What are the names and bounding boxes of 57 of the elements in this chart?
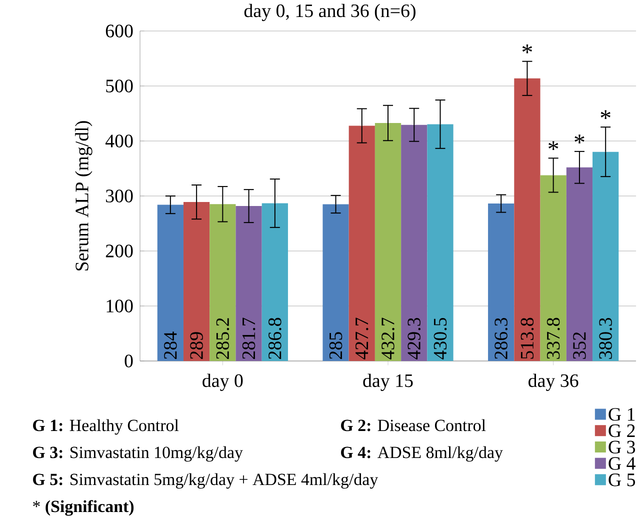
bar xyxy=(262,203,288,361)
legend-label: G 1 xyxy=(608,408,635,421)
y-tick-label: 100 xyxy=(106,300,133,312)
bar xyxy=(348,126,375,361)
data-label: 380.3 xyxy=(599,318,612,359)
x-tick-label: day 36 xyxy=(528,374,578,391)
y-tick-label: 400 xyxy=(105,134,133,148)
bar xyxy=(157,204,184,361)
text: *(Significant) xyxy=(33,500,134,516)
data-label: 432.7 xyxy=(382,318,394,360)
bar xyxy=(592,152,619,361)
y-tick-label: 200 xyxy=(106,244,133,258)
data-label: 285.2 xyxy=(216,318,230,359)
data-label: 281.7 xyxy=(242,318,256,359)
annotation: * xyxy=(574,134,584,144)
text: G 2: Disease Control xyxy=(341,419,486,432)
data-label: 284 xyxy=(164,332,177,359)
bar xyxy=(236,206,262,361)
text: G 5: Simvastatin 5mg/kg/day + ADSE 4ml/kg/day xyxy=(33,473,378,489)
bar xyxy=(488,204,514,361)
data-label: 286.3 xyxy=(494,318,508,359)
text: G 4: ADSE 8ml/kg/day xyxy=(341,446,503,462)
x-tick-label: day 0 xyxy=(202,374,243,391)
legend-label: G 4 xyxy=(608,457,636,470)
y-tick-label: 600 xyxy=(106,24,133,38)
x-tick-label: day 15 xyxy=(363,374,413,391)
data-label: 429.3 xyxy=(408,318,421,360)
bar xyxy=(401,124,428,361)
data-label: 286.8 xyxy=(268,318,282,359)
legend-label: G 3 xyxy=(608,440,636,454)
annotation: * xyxy=(548,141,558,150)
bar xyxy=(514,78,540,361)
y-tick-label: 300 xyxy=(106,190,133,202)
data-label: 337.8 xyxy=(546,318,560,359)
annotation: * xyxy=(522,44,532,54)
bar xyxy=(566,167,593,361)
annotation: * xyxy=(600,110,610,119)
y-axis-title: Serum ALP (mg/dl) xyxy=(75,121,92,270)
bar xyxy=(210,204,236,361)
text: G 1: Healthy Control xyxy=(33,419,179,435)
y-tick-label: 500 xyxy=(106,80,133,92)
legend-label: G 2 xyxy=(608,424,635,438)
text: G 3: Simvastatin 10mg/kg/day xyxy=(33,446,243,462)
bar xyxy=(183,202,210,361)
data-label: 289 xyxy=(190,332,203,359)
bar xyxy=(427,124,454,361)
bar xyxy=(374,123,402,361)
bar xyxy=(540,175,566,361)
bar xyxy=(322,204,349,361)
data-label: 285 xyxy=(329,332,342,359)
chart-title: day 0, 15 and 36 (n=6) xyxy=(244,4,416,22)
data-label: 352 xyxy=(573,332,586,359)
data-label: 513.8 xyxy=(520,318,534,359)
y-tick-label: 0 xyxy=(124,354,133,368)
data-label: 427.7 xyxy=(355,318,368,360)
legend-label: G 5 xyxy=(608,474,636,486)
data-label: 430.5 xyxy=(434,318,447,360)
